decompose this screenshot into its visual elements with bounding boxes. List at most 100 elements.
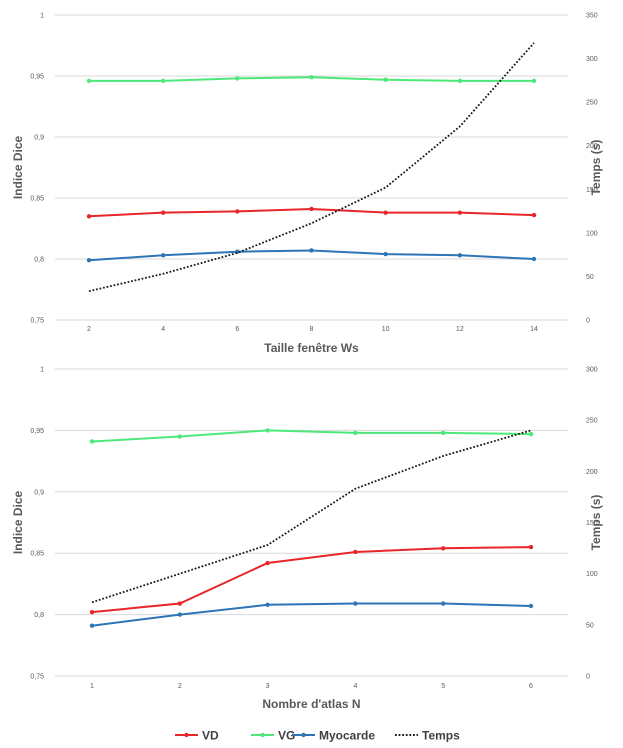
y-tick-label: 0,95	[30, 428, 44, 435]
x-axis-title: Nombre d'atlas N	[262, 697, 360, 711]
legend-marker-myocarde	[301, 732, 306, 738]
chart-window-size: 0,750,80,850,90,951050100150200250300350…	[11, 13, 603, 356]
y-tick-label: 0,8	[34, 612, 44, 619]
data-point-vd	[89, 609, 95, 615]
data-point-myocarde	[89, 623, 95, 628]
data-point-myocarde	[177, 612, 182, 617]
y2-tick-label: 300	[586, 56, 598, 63]
data-point-myocarde	[86, 258, 92, 263]
legend-label-vd: VD	[202, 729, 219, 743]
y2-tick-label: 150	[586, 187, 598, 194]
y-tick-label: 0,95	[30, 74, 44, 81]
series-line-vg	[91, 429, 532, 443]
data-point-vd	[457, 210, 463, 215]
x-tick-label: 2	[87, 326, 91, 333]
data-point-vg	[89, 439, 95, 444]
y2-tick-label: 300	[586, 367, 598, 374]
y-tick-label: 0,75	[30, 674, 44, 681]
legend-label-vg: VG	[278, 729, 295, 743]
data-point-vg	[457, 78, 463, 84]
x-tick-label: 1	[90, 683, 94, 690]
x-tick-label: 10	[382, 326, 390, 333]
x-tick-label: 14	[530, 326, 538, 333]
data-point-vg	[265, 428, 270, 433]
data-point-vg	[531, 78, 537, 84]
y2-tick-label: 100	[586, 230, 598, 237]
data-point-myocarde	[531, 256, 537, 262]
y-axis-title: Indice Dice	[11, 490, 25, 554]
y2-tick-label: 50	[586, 274, 594, 281]
y2-tick-label: 50	[586, 622, 594, 629]
y-tick-label: 0,9	[34, 135, 44, 142]
y2-tick-label: 250	[586, 418, 598, 425]
data-point-vg	[160, 78, 166, 84]
y-tick-label: 0,9	[34, 489, 44, 496]
y2-axis-title: Temps (s)	[589, 140, 603, 196]
data-point-vd	[531, 212, 537, 218]
data-point-vg	[383, 77, 388, 82]
y2-tick-label: 250	[586, 100, 598, 107]
y-tick-label: 0,85	[30, 196, 44, 203]
data-point-myocarde	[441, 601, 446, 606]
data-point-vd	[265, 560, 270, 566]
x-tick-label: 8	[310, 326, 314, 333]
x-tick-label: 4	[161, 326, 165, 333]
data-point-vg	[309, 75, 314, 80]
x-axis-title: Taille fenêtre Ws	[264, 341, 359, 355]
y-tick-label: 0,85	[30, 551, 44, 558]
x-tick-label: 5	[441, 683, 445, 690]
data-point-myocarde	[309, 248, 314, 253]
y2-axis-title: Temps (s)	[589, 495, 603, 551]
legend: VD VG Myocarde Temps	[175, 729, 460, 743]
y2-tick-label: 200	[586, 469, 598, 476]
data-point-vg	[441, 430, 446, 436]
data-point-vd	[86, 214, 92, 219]
data-point-vg	[353, 430, 358, 436]
data-point-vd	[528, 544, 534, 550]
data-point-myocarde	[383, 251, 388, 257]
data-point-myocarde	[528, 603, 534, 609]
legend-marker-vg	[260, 732, 265, 738]
y-tick-label: 0,75	[30, 318, 44, 325]
data-point-vg	[235, 76, 240, 81]
data-point-vd	[160, 210, 166, 215]
legend-label-myocarde: Myocarde	[319, 729, 375, 743]
data-point-vd	[235, 209, 240, 214]
data-point-vd	[177, 601, 182, 606]
data-point-vg	[86, 78, 92, 84]
y-tick-label: 1	[40, 13, 44, 20]
y2-tick-label: 350	[586, 13, 598, 20]
series-line-temps	[88, 42, 535, 293]
data-point-vg	[177, 434, 182, 439]
series-line-myocarde	[91, 602, 532, 627]
x-tick-label: 3	[266, 683, 270, 690]
data-point-myocarde	[457, 253, 463, 258]
data-point-myocarde	[160, 253, 166, 258]
legend-label-temps: Temps	[422, 729, 460, 743]
x-tick-label: 6	[235, 326, 239, 333]
y2-tick-label: 150	[586, 520, 598, 527]
y2-tick-label: 0	[586, 318, 590, 325]
data-point-vd	[309, 206, 314, 212]
data-point-myocarde	[265, 602, 270, 607]
x-tick-label: 6	[529, 683, 533, 690]
series-line-temps	[91, 429, 532, 604]
y2-tick-label: 200	[586, 143, 598, 150]
data-point-myocarde	[353, 601, 358, 606]
x-tick-label: 2	[178, 683, 182, 690]
data-point-vd	[441, 546, 446, 551]
y-tick-label: 1	[40, 367, 44, 374]
chart-atlas-count: 0,75 0,8 0,85 0,9 0,95 1 0 50 100 150 200 250 300 1 2 3…	[11, 367, 603, 712]
data-point-vg	[528, 431, 534, 437]
y2-tick-label: 0	[586, 674, 590, 681]
y-tick-label: 0,8	[34, 257, 44, 264]
y2-tick-label: 100	[586, 571, 598, 578]
legend-marker-vd	[184, 732, 189, 738]
series-line-vd	[91, 546, 532, 614]
data-point-vd	[353, 549, 358, 555]
x-tick-label: 4	[353, 683, 357, 690]
y-axis-title: Indice Dice	[11, 135, 25, 199]
x-tick-label: 12	[456, 326, 464, 333]
